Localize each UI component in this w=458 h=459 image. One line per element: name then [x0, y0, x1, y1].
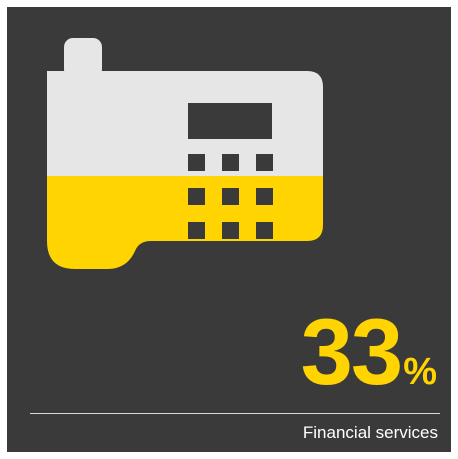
stat-unit: % — [403, 351, 437, 393]
phone-display — [188, 103, 272, 139]
stat-value: 33 — [300, 299, 404, 404]
desk-phone-icon — [47, 38, 323, 269]
divider — [30, 413, 440, 414]
handset-earpiece — [83, 94, 121, 164]
category-label: Financial services — [302, 423, 438, 442]
stat-card: 33 % Financial services — [7, 7, 451, 452]
phone-keypad — [188, 154, 273, 239]
phone-body — [47, 38, 323, 269]
percentage-stat: 33 % — [301, 289, 437, 399]
